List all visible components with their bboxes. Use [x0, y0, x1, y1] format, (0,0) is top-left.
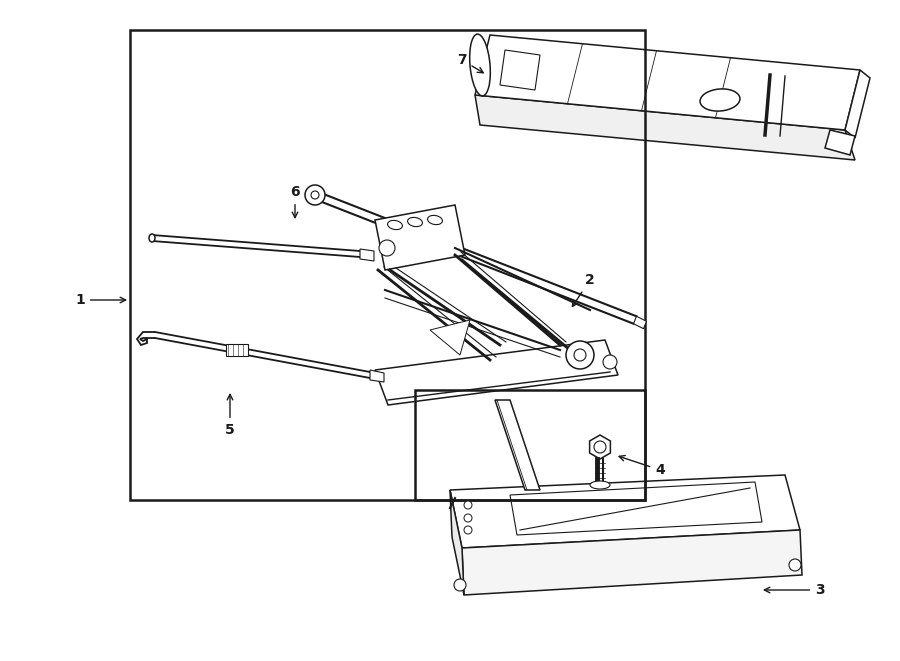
Polygon shape: [495, 400, 540, 490]
Ellipse shape: [408, 217, 422, 227]
Polygon shape: [510, 482, 762, 535]
Circle shape: [789, 559, 801, 571]
Ellipse shape: [700, 89, 740, 111]
Ellipse shape: [388, 220, 402, 229]
Polygon shape: [475, 95, 855, 160]
Polygon shape: [450, 475, 800, 548]
Circle shape: [566, 341, 594, 369]
Polygon shape: [450, 490, 464, 595]
Text: 4: 4: [619, 455, 665, 477]
Polygon shape: [634, 316, 646, 329]
Text: 2: 2: [572, 273, 595, 307]
Polygon shape: [375, 205, 465, 270]
Text: 3: 3: [764, 583, 824, 597]
Polygon shape: [825, 130, 855, 155]
Text: 5: 5: [225, 395, 235, 437]
Circle shape: [603, 355, 617, 369]
Circle shape: [574, 349, 586, 361]
Circle shape: [454, 579, 466, 591]
Circle shape: [464, 526, 472, 534]
Text: 6: 6: [290, 185, 300, 217]
Polygon shape: [845, 70, 870, 138]
Text: 1: 1: [75, 293, 126, 307]
Polygon shape: [430, 320, 470, 355]
Circle shape: [464, 501, 472, 509]
Ellipse shape: [428, 215, 443, 225]
Bar: [130, 30, 645, 500]
Bar: [415, 390, 645, 500]
Polygon shape: [500, 50, 540, 90]
Circle shape: [379, 240, 395, 256]
Circle shape: [305, 185, 325, 205]
Polygon shape: [590, 435, 610, 459]
Ellipse shape: [470, 34, 490, 96]
Circle shape: [464, 514, 472, 522]
Text: 7: 7: [457, 53, 483, 73]
Polygon shape: [475, 35, 860, 130]
Polygon shape: [375, 340, 618, 405]
Ellipse shape: [149, 234, 155, 242]
Polygon shape: [360, 249, 374, 261]
Polygon shape: [370, 370, 384, 382]
Circle shape: [594, 441, 606, 453]
Bar: [226, 344, 248, 356]
Ellipse shape: [590, 481, 610, 489]
Circle shape: [311, 191, 319, 199]
Polygon shape: [462, 530, 802, 595]
